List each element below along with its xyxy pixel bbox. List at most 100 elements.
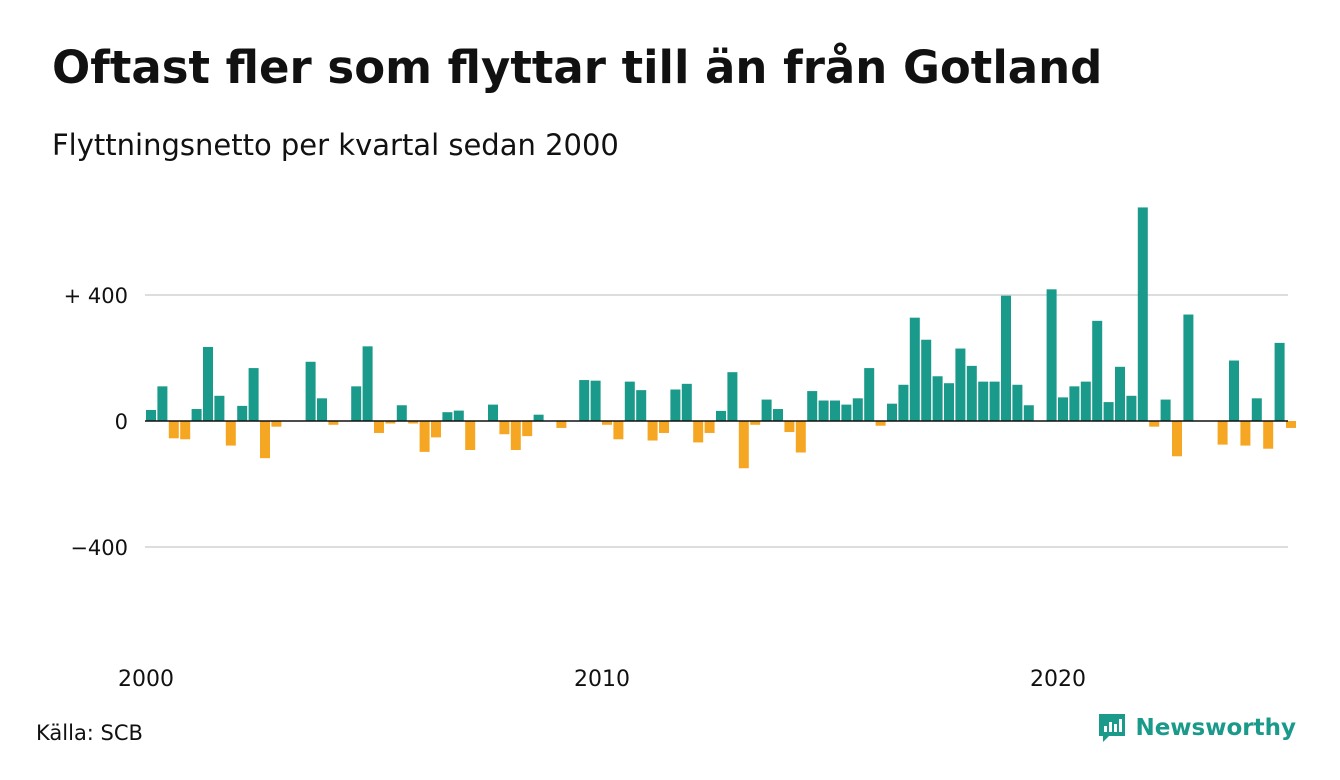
bar-positive [636,390,647,421]
bar-negative [225,421,236,446]
x-tick-label: 2010 [574,667,630,692]
bar-positive [317,398,327,421]
bar-positive [533,414,544,421]
bar-negative [659,421,669,433]
bar-positive [488,404,498,421]
bar-negative [522,421,533,437]
bar-positive [898,384,909,421]
bar-negative [260,421,270,459]
bar-negative [385,421,396,424]
source-label: Källa: SCB [36,721,143,745]
bar-positive [248,368,259,421]
bar-positive [1229,360,1239,421]
bar-positive [727,372,738,421]
bar-positive [887,403,897,421]
bar-positive [1160,399,1171,421]
bar-positive [1115,366,1125,421]
bar-negative [1217,421,1228,445]
bar-negative [328,421,339,425]
bar-negative [784,421,795,433]
bar-positive [852,398,863,421]
x-tick-label: 2020 [1030,667,1086,692]
bar-negative [738,421,749,469]
newsworthy-logo-icon [1099,714,1126,742]
brand-logo[interactable]: Newsworthy [1097,712,1296,744]
bar-positive [1183,314,1194,421]
axis-layer: + 400 0 −400 2000 2010 2020 [64,284,1288,692]
bar-chart: + 400 0 −400 2000 2010 2020 [64,207,1296,692]
bar-positive [351,386,362,421]
bar-positive [864,368,875,421]
bar-negative [408,421,419,424]
bar-negative [419,421,430,452]
bar-positive [1080,381,1091,421]
bar-positive [1023,405,1034,421]
bar-positive [362,346,373,421]
bar-positive [909,317,920,421]
bar-positive [773,409,783,421]
bar-positive [1103,402,1114,421]
bar-positive [1137,207,1148,421]
bar-positive [1126,395,1137,421]
bar-positive [716,410,726,421]
y-tick-label: + 400 [64,284,128,308]
bar-positive [978,381,989,421]
bar-negative [1149,421,1160,427]
bar-positive [1058,397,1068,421]
bar-positive [761,399,772,421]
bar-negative [465,421,476,450]
bar-negative [602,421,612,425]
y-tick-label: −400 [70,536,128,560]
chart-subtitle: Flyttningsnetto per kvartal sedan 2000 [52,128,619,162]
bar-positive [670,389,681,421]
bar-negative [1240,421,1251,446]
bar-positive [932,376,943,421]
bar-positive [590,380,601,421]
bar-negative [431,421,441,438]
bar-negative [168,421,179,439]
bar-positive [146,409,156,421]
grid-layer [145,294,1288,548]
bar-positive [807,391,818,421]
brand-name: Newsworthy [1135,715,1296,741]
bar-positive [921,339,932,421]
bar-positive [830,400,840,421]
bar-negative [1172,421,1182,457]
bar-positive [1046,289,1057,421]
bar-positive [681,383,692,421]
bar-negative [1286,421,1296,428]
bar-negative [510,421,521,450]
bar-positive [1069,386,1080,421]
y-tick-label: 0 [115,410,128,434]
chart-title: Oftast fler som flyttar till än från Got… [52,41,1103,94]
bar-negative [613,421,624,440]
bar-negative [180,421,191,440]
bar-positive [453,410,464,421]
bar-positive [818,400,829,421]
bar-negative [556,421,567,428]
bar-negative [374,421,384,433]
bar-positive [1274,342,1285,421]
bar-positive [1012,384,1023,421]
bar-positive [305,361,316,421]
bar-positive [237,405,248,421]
bar-negative [795,421,806,453]
bar-positive [214,395,225,421]
bar-negative [647,421,658,441]
bar-negative [693,421,704,443]
bar-positive [989,381,1000,421]
bar-positive [966,365,977,421]
bar-positive [396,405,407,421]
bar-positive [191,409,202,421]
bar-negative [1263,421,1274,449]
bar-positive [1251,398,1262,421]
bar-layer [146,207,1296,469]
bar-negative [750,421,761,425]
bar-positive [1092,320,1103,421]
x-tick-label: 2000 [118,667,174,692]
bar-positive [579,380,590,421]
bar-positive [203,346,213,421]
bar-positive [442,412,453,421]
bar-negative [499,421,510,435]
bar-positive [944,383,954,421]
